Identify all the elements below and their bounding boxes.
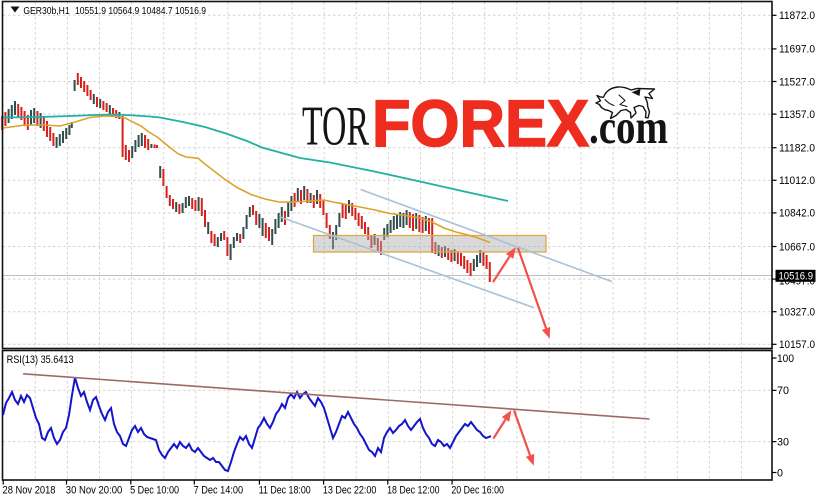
svg-text:11872.0: 11872.0: [779, 10, 815, 22]
svg-text:28 Nov 2018: 28 Nov 2018: [3, 485, 56, 497]
svg-text:13 Dec 22:00: 13 Dec 22:00: [323, 485, 377, 497]
svg-text:RSI(13) 35.6413: RSI(13) 35.6413: [7, 354, 74, 366]
svg-text:7 Dec 14:00: 7 Dec 14:00: [194, 485, 244, 497]
svg-text:10551.9 10564.9 10484.7 10516.: 10551.9 10564.9 10484.7 10516.9: [75, 5, 206, 17]
svg-text:11012.0: 11012.0: [779, 175, 815, 187]
svg-text:11697.0: 11697.0: [779, 44, 815, 56]
svg-text:30: 30: [777, 436, 789, 448]
svg-text:100: 100: [777, 353, 794, 365]
svg-text:11182.0: 11182.0: [779, 143, 815, 155]
svg-text:18 Dec 12:00: 18 Dec 12:00: [387, 485, 440, 497]
svg-text:30 Nov 20:00: 30 Nov 20:00: [66, 485, 123, 497]
svg-text:10516.9: 10516.9: [779, 271, 814, 283]
svg-text:GER30b,H1: GER30b,H1: [23, 5, 69, 17]
svg-text:FOREX: FOREX: [372, 86, 589, 160]
svg-text:11527.0: 11527.0: [779, 76, 815, 88]
svg-text:70: 70: [777, 385, 789, 397]
svg-text:10157.0: 10157.0: [779, 339, 815, 351]
svg-text:0: 0: [777, 467, 783, 479]
svg-text:5 Dec 10:00: 5 Dec 10:00: [130, 485, 179, 497]
svg-text:11 Dec 18:00: 11 Dec 18:00: [259, 485, 311, 497]
svg-text:11357.0: 11357.0: [779, 109, 815, 121]
svg-text:TOR: TOR: [302, 96, 369, 158]
svg-text:20 Dec 16:00: 20 Dec 16:00: [451, 485, 504, 497]
svg-text:10667.0: 10667.0: [779, 241, 815, 253]
svg-text:10327.0: 10327.0: [779, 307, 815, 319]
svg-text:10842.0: 10842.0: [779, 208, 815, 220]
